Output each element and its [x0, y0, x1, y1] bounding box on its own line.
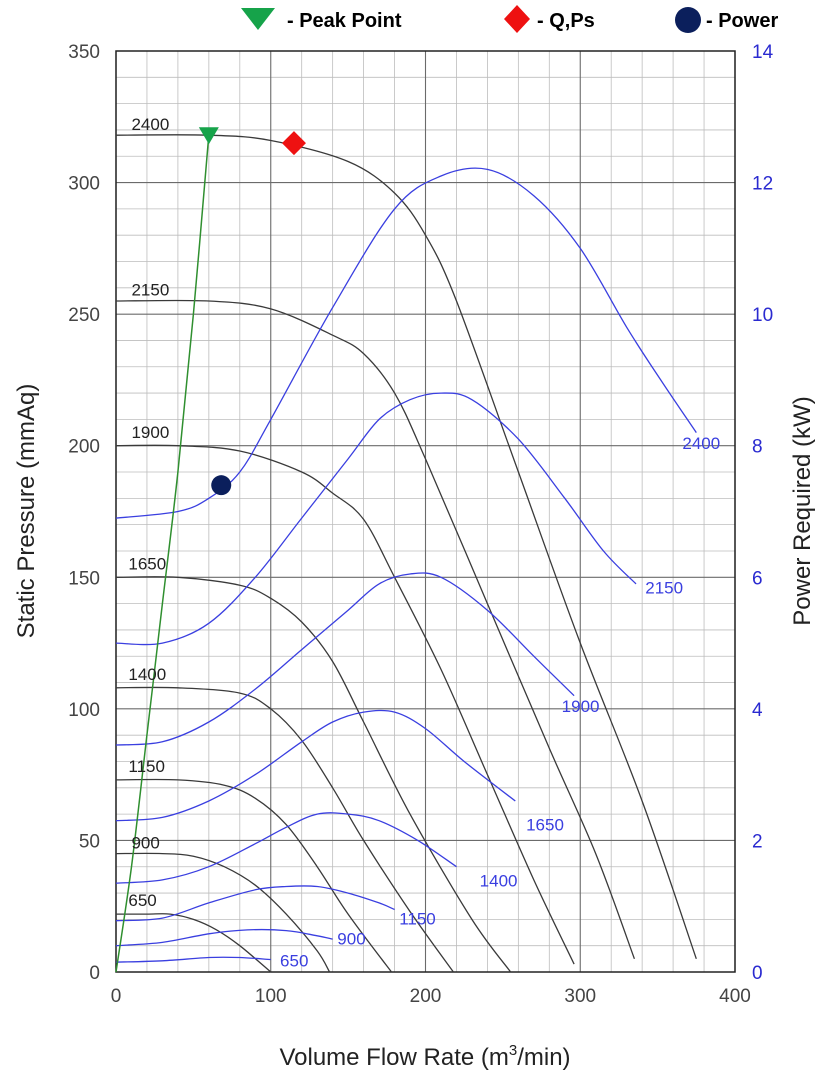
qps-marker	[281, 131, 306, 156]
legend-qps-symbol	[504, 5, 530, 33]
peak-point-line	[115, 135, 210, 973]
power-curve-1400	[115, 812, 457, 884]
power-curve-2400	[115, 167, 697, 519]
y-tick-label: 300	[68, 174, 100, 195]
y2-tick-label: 4	[752, 700, 763, 721]
pressure-curve-label: 900	[131, 833, 159, 852]
x-axis-title: Volume Flow Rate (m3/min)	[279, 1042, 570, 1071]
power-marker	[211, 475, 232, 496]
pressure-curve-1650	[115, 576, 512, 973]
power-curve-650	[115, 956, 271, 963]
y2-tick-label: 0	[752, 963, 763, 984]
legend-qps-label: - Q,Ps	[537, 10, 595, 32]
pressure-curve-650	[116, 913, 272, 973]
y2-tick-label: 8	[752, 437, 763, 458]
x-tick-label: 200	[410, 986, 442, 1007]
y2-tick-label: 14	[752, 42, 774, 63]
y-tick-label: 200	[68, 437, 100, 458]
pressure-curve-900	[115, 852, 331, 973]
x-tick-label: 100	[255, 986, 287, 1007]
legend-peak-label: - Peak Point	[287, 10, 402, 32]
y-tick-label: 250	[68, 305, 100, 326]
y-tick-label: 100	[68, 700, 100, 721]
legend-power-label: - Power	[706, 10, 778, 32]
y-ticks: 0 50 100 150 200 250 300 350	[68, 42, 100, 984]
power-curve-label: 1150	[399, 910, 436, 929]
power-curves	[115, 167, 697, 963]
pressure-curve-1400	[115, 686, 454, 973]
y2-tick-label: 10	[752, 305, 773, 326]
power-curve-1650	[115, 709, 516, 822]
power-curve-900	[115, 928, 333, 947]
power-curve-label: 2150	[645, 579, 683, 598]
pressure-curve-2400	[115, 134, 697, 960]
markers	[198, 127, 306, 496]
x-tick-label: 400	[719, 986, 751, 1007]
y-tick-label: 150	[68, 568, 100, 589]
y-tick-label: 50	[79, 831, 100, 852]
y-tick-label: 350	[68, 42, 100, 63]
pressure-curve-1900	[115, 444, 575, 965]
y-axis-title: Static Pressure (mmAq)	[13, 384, 40, 639]
y-tick-label: 0	[89, 963, 100, 984]
pressure-curve-label: 1650	[128, 554, 166, 573]
power-curve-1150	[115, 885, 395, 922]
y2-tick-label: 12	[752, 174, 773, 195]
power-curve-1900	[115, 572, 575, 746]
power-curve-label: 1650	[526, 816, 564, 835]
y2-ticks: 0 2 4 6 8 10 12 14	[752, 42, 774, 984]
power-curve-label: 2400	[682, 434, 720, 453]
pressure-curve-label: 1150	[128, 757, 165, 776]
x-tick-label: 300	[564, 986, 596, 1007]
power-curve-label: 1400	[480, 871, 518, 890]
peak-point-marker	[198, 127, 219, 145]
legend: - Peak Point - Q,Ps - Power	[241, 5, 778, 33]
plot-frame	[115, 50, 736, 973]
pressure-curve-label: 1400	[128, 665, 166, 684]
peak-line-layer	[115, 135, 210, 973]
pressure-curve-1150	[115, 778, 393, 973]
pressure-curve-2150	[115, 299, 636, 960]
x-ticks: 0 100 200 300 400	[111, 986, 751, 1007]
pressure-curves	[115, 134, 697, 973]
curve-labels: 2400 2150 1900 1650 1400 1150 900 650 2400 2150 19…	[128, 115, 720, 971]
y2-axis-title: Power Required (kW)	[789, 396, 816, 625]
pressure-curve-label: 2400	[131, 115, 169, 134]
legend-power-symbol	[675, 7, 701, 33]
pressure-curve-label: 650	[128, 891, 156, 910]
power-curve-label: 900	[337, 929, 365, 948]
pressure-curve-label: 1900	[131, 423, 169, 442]
power-curve-label: 650	[280, 952, 308, 971]
legend-peak-symbol	[241, 8, 275, 30]
y2-tick-label: 6	[752, 568, 763, 589]
pressure-curve-label: 2150	[131, 281, 169, 300]
x-tick-label: 0	[111, 986, 122, 1007]
y2-tick-label: 2	[752, 831, 763, 852]
power-curve-label: 1900	[562, 697, 600, 716]
power-curve-2150	[115, 392, 637, 646]
